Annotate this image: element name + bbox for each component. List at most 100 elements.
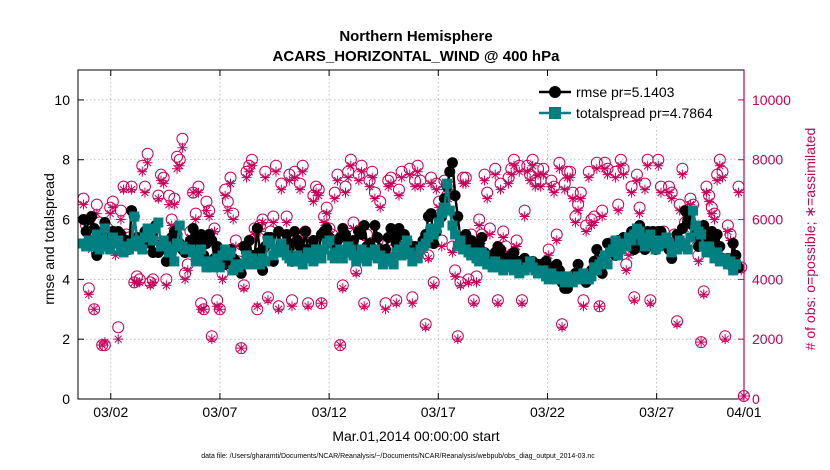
- obs-possible-point: [114, 204, 127, 217]
- obs-assimilated-point: [142, 157, 153, 168]
- obs-assimilated-point: [573, 205, 584, 216]
- totalspread-point: [599, 250, 610, 261]
- obs-assimilated-point: [147, 277, 158, 288]
- totalspread-point: [228, 265, 239, 276]
- totalspread-point: [356, 244, 367, 255]
- x-tick-label: 04/01: [726, 404, 761, 420]
- obs-assimilated-point: [118, 184, 129, 195]
- obs-assimilated-point: [423, 253, 434, 264]
- totalspread-point: [399, 241, 410, 252]
- obs-assimilated-point: [139, 187, 150, 198]
- obs-assimilated-point: [685, 199, 696, 210]
- obs-assimilated-point: [249, 229, 260, 240]
- obs-assimilated-point: [369, 193, 380, 204]
- obs-assimilated-point: [642, 160, 653, 171]
- obs-possible-point: [315, 297, 328, 310]
- obs-possible-point: [171, 150, 184, 163]
- obs-assimilated-point: [492, 298, 503, 309]
- totalspread-point: [396, 250, 407, 261]
- obs-possible-point: [112, 321, 125, 334]
- totalspread-point: [131, 235, 142, 246]
- totalspread-point: [474, 256, 485, 267]
- totalspread-point: [508, 265, 519, 276]
- obs-assimilated-point: [704, 196, 715, 207]
- totalspread-point: [118, 247, 129, 258]
- obs-assimilated-point: [565, 172, 576, 183]
- obs-assimilated-point: [583, 172, 594, 183]
- totalspread-point: [664, 238, 675, 249]
- totalspread-point: [81, 241, 92, 252]
- totalspread-point: [217, 250, 228, 261]
- obs-possible-point: [141, 147, 154, 160]
- obs-assimilated-point: [693, 256, 704, 267]
- obs-assimilated-point: [554, 163, 565, 174]
- totalspread-point: [682, 244, 693, 255]
- totalspread-point: [696, 229, 707, 240]
- obs-assimilated-point: [450, 271, 461, 282]
- obs-assimilated-point: [115, 214, 126, 225]
- obs-assimilated-point: [696, 337, 707, 348]
- obs-assimilated-point: [110, 250, 121, 261]
- obs-assimilated-point: [91, 208, 102, 219]
- obs-assimilated-point: [447, 247, 458, 258]
- obs-assimilated-point: [714, 160, 725, 171]
- totalspread-point: [204, 256, 215, 267]
- obs-assimilated-point: [546, 181, 557, 192]
- obs-assimilated-point: [126, 184, 137, 195]
- totalspread-point: [188, 247, 199, 258]
- obs-assimilated-point: [353, 175, 364, 186]
- totalspread-point: [712, 247, 723, 258]
- totalspread-point: [591, 265, 602, 276]
- obs-assimilated-point: [656, 187, 667, 198]
- y-axis-label-right: # of obs: o=possible; ∗=assimilated: [802, 128, 818, 351]
- obs-assimilated-point: [198, 304, 209, 315]
- obs-assimilated-point: [602, 169, 613, 180]
- obs-assimilated-point: [303, 301, 314, 312]
- obs-assimilated-point: [733, 187, 744, 198]
- obs-assimilated-point: [230, 241, 241, 252]
- obs-assimilated-point: [677, 169, 688, 180]
- obs-count-markers: [77, 132, 750, 403]
- obs-assimilated-point: [158, 178, 169, 189]
- totalspread-point: [316, 253, 327, 264]
- obs-assimilated-point: [356, 166, 367, 177]
- obs-assimilated-point: [359, 301, 370, 312]
- obs-assimilated-point: [313, 190, 324, 201]
- obs-assimilated-point: [236, 343, 247, 354]
- rmse-point: [591, 243, 603, 255]
- obs-assimilated-point: [543, 250, 554, 261]
- totalspread-point: [238, 259, 249, 270]
- totalspread-point: [385, 253, 396, 264]
- totalspread-point: [426, 223, 437, 234]
- obs-assimilated-point: [420, 322, 431, 333]
- obs-assimilated-point: [268, 217, 279, 228]
- totalspread-point: [730, 259, 741, 270]
- totalspread-point: [348, 250, 359, 261]
- totalspread-point: [698, 241, 709, 252]
- totalspread-point: [706, 247, 717, 258]
- obs-assimilated-point: [490, 169, 501, 180]
- obs-assimilated-point: [407, 298, 418, 309]
- x-axis-label: Mar.01,2014 00:00:00 start: [332, 428, 499, 444]
- obs-assimilated-point: [712, 175, 723, 186]
- y-right-tick-label: 0: [752, 391, 760, 407]
- obs-assimilated-point: [599, 163, 610, 174]
- totalspread-point: [308, 256, 319, 267]
- totalspread-point: [174, 220, 185, 231]
- obs-assimilated-point: [214, 304, 225, 315]
- obs-assimilated-point: [201, 205, 212, 216]
- obs-assimilated-point: [535, 181, 546, 192]
- obs-assimilated-point: [367, 172, 378, 183]
- obs-assimilated-point: [153, 193, 164, 204]
- totalspread-point: [311, 244, 322, 255]
- obs-assimilated-point: [460, 178, 471, 189]
- y-tick-label: 8: [62, 152, 70, 168]
- obs-assimilated-point: [225, 178, 236, 189]
- obs-assimilated-point: [626, 187, 637, 198]
- totalspread-point: [337, 253, 348, 264]
- totalspread-point: [672, 244, 683, 255]
- y-tick-label: 4: [62, 271, 70, 287]
- totalspread-point: [209, 259, 220, 270]
- totalspread-point: [377, 259, 388, 270]
- totalspread-point: [129, 211, 140, 222]
